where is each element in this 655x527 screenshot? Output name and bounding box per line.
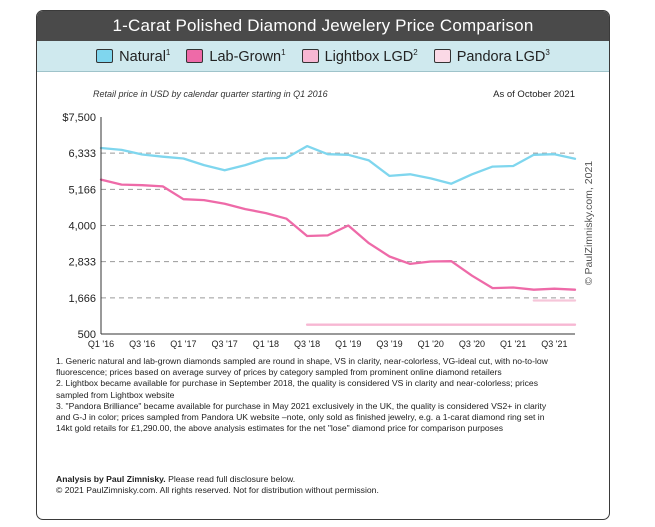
legend: Natural1 Lab-Grown1 Lightbox LGD2 Pandor… bbox=[37, 41, 609, 72]
price-line-chart: Retail price in USD by calendar quarter … bbox=[62, 89, 577, 349]
legend-label-natural: Natural1 bbox=[119, 47, 171, 65]
y-tick-label: 500 bbox=[78, 329, 96, 341]
x-tick-label: Q1 '20 bbox=[418, 339, 444, 349]
legend-label-lightbox: Lightbox LGD2 bbox=[324, 47, 418, 65]
chart-subtitle: Retail price in USD by calendar quarter … bbox=[93, 89, 328, 99]
x-tick-label: Q1 '19 bbox=[335, 339, 361, 349]
y-tick-label: $7,500 bbox=[62, 112, 96, 124]
y-tick-label: 4,000 bbox=[68, 221, 96, 233]
y-tick-label: 6,333 bbox=[68, 148, 96, 160]
footnote-1: 1. Generic natural and lab-grown diamond… bbox=[56, 356, 548, 378]
x-tick-label: Q3 '18 bbox=[294, 339, 320, 349]
footnote-3: 3. "Pandora Brilliance" became available… bbox=[56, 400, 547, 434]
x-tick-label: Q3 '21 bbox=[541, 339, 567, 349]
series-line-natural bbox=[99, 144, 577, 185]
legend-swatch-lab-grown bbox=[186, 48, 204, 63]
x-tick-label: Q3 '20 bbox=[459, 339, 485, 349]
y-tick-label: 2,833 bbox=[68, 257, 96, 269]
x-tick-label: Q3 '16 bbox=[129, 339, 155, 349]
series-line-lab-grown bbox=[99, 178, 577, 291]
y-tick-label: 5,166 bbox=[68, 184, 96, 196]
legend-swatch-pandora bbox=[433, 48, 451, 63]
legend-item-natural: Natural1 bbox=[96, 47, 171, 65]
analysis-credit: Analysis by Paul Zimnisky. Please read f… bbox=[56, 474, 556, 485]
x-tick-label: Q1 '16 bbox=[88, 339, 114, 349]
analysis-author: Analysis by Paul Zimnisky. bbox=[56, 474, 166, 484]
x-tick-label: Q3 '19 bbox=[376, 339, 402, 349]
y-tick-label: 1,666 bbox=[68, 293, 96, 305]
chart-card: 1-Carat Polished Diamond Jewelery Price … bbox=[36, 10, 610, 520]
x-tick-label: Q1 '17 bbox=[170, 339, 196, 349]
analysis-disclosure: Please read full disclosure below. bbox=[165, 474, 296, 484]
x-tick-label: Q3 '17 bbox=[212, 339, 238, 349]
vertical-copyright: © PaulZimnisky.com, 2021 bbox=[576, 123, 602, 323]
legend-item-pandora: Pandora LGD3 bbox=[433, 47, 550, 65]
legend-item-lab-grown: Lab-Grown1 bbox=[186, 47, 286, 65]
x-tick-label: Q1 '21 bbox=[500, 339, 526, 349]
legend-item-lightbox: Lightbox LGD2 bbox=[301, 47, 418, 65]
chart-title: 1-Carat Polished Diamond Jewelery Price … bbox=[37, 11, 609, 41]
footnotes: 1. Generic natural and lab-grown diamond… bbox=[56, 356, 556, 434]
as-of-label: As of October 2021 bbox=[493, 89, 575, 100]
legend-swatch-lightbox bbox=[301, 48, 319, 63]
credit-block: Analysis by Paul Zimnisky. Please read f… bbox=[56, 474, 556, 496]
vertical-copyright-text: © PaulZimnisky.com, 2021 bbox=[583, 160, 595, 286]
rights-statement: © 2021 PaulZimnisky.com. All rights rese… bbox=[56, 485, 379, 496]
legend-label-lab-grown: Lab-Grown1 bbox=[209, 47, 286, 65]
x-tick-label: Q1 '18 bbox=[253, 339, 279, 349]
legend-swatch-natural bbox=[96, 48, 114, 63]
footnote-2: 2. Lightbox became available for purchas… bbox=[56, 378, 538, 400]
legend-label-pandora: Pandora LGD3 bbox=[456, 47, 550, 65]
